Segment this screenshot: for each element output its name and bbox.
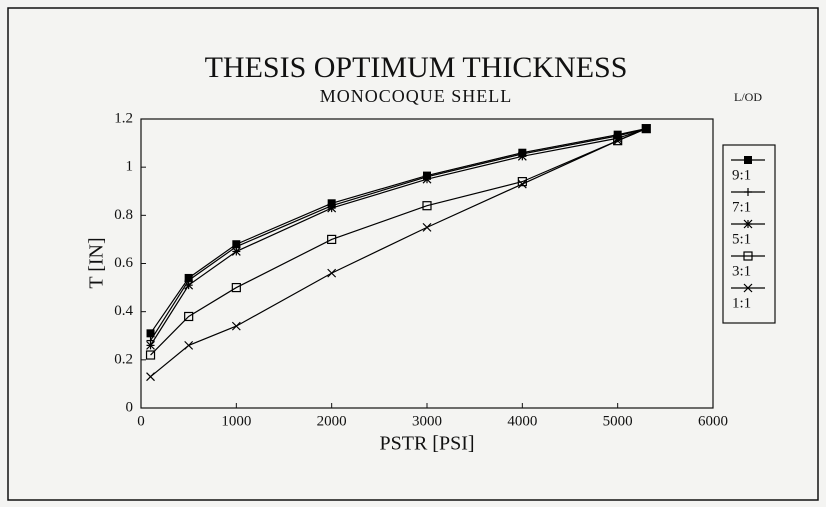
marker-stroke bbox=[743, 283, 753, 293]
x-tick-label: 1000 bbox=[221, 413, 251, 429]
frame bbox=[7, 7, 819, 501]
marker-stroke bbox=[743, 219, 753, 229]
marker bbox=[327, 268, 337, 278]
marker bbox=[231, 282, 241, 293]
marker bbox=[327, 234, 337, 245]
marker-shape bbox=[422, 201, 432, 211]
legend-label: 9:1 bbox=[732, 167, 751, 183]
y-tick-label: 0.8 bbox=[114, 207, 133, 223]
marker bbox=[613, 136, 623, 146]
marker bbox=[517, 151, 527, 161]
marker-shape bbox=[231, 282, 241, 293]
marker bbox=[146, 340, 155, 350]
marker bbox=[231, 321, 241, 331]
marker-stroke bbox=[641, 124, 651, 134]
plot-area bbox=[140, 118, 714, 409]
marker bbox=[744, 188, 752, 196]
y-tick-label: 0 bbox=[126, 399, 134, 415]
marker-shape bbox=[641, 124, 651, 134]
series-line bbox=[150, 128, 647, 341]
x-tick-label: 2000 bbox=[317, 413, 347, 429]
chart-subtitle: MONOCOQUE SHELL bbox=[320, 86, 513, 106]
y-tick-label: 0.4 bbox=[114, 303, 133, 319]
x-tick-label: 5000 bbox=[603, 413, 633, 429]
series-line bbox=[150, 128, 647, 334]
marker-stroke bbox=[613, 136, 623, 146]
marker bbox=[422, 222, 432, 232]
legend-label: 7:1 bbox=[732, 199, 751, 215]
marker bbox=[422, 174, 432, 184]
series-line bbox=[150, 128, 647, 378]
marker-shape bbox=[743, 251, 753, 261]
legend-label: 3:1 bbox=[732, 263, 751, 279]
marker bbox=[184, 311, 194, 322]
marker bbox=[145, 350, 156, 360]
marker-stroke bbox=[146, 372, 155, 382]
legend-title: L/OD bbox=[734, 90, 762, 104]
marker bbox=[146, 372, 155, 382]
marker-stroke bbox=[422, 222, 432, 232]
x-axis-label: PSTR [PSI] bbox=[379, 433, 474, 455]
marker-shape bbox=[184, 311, 194, 322]
x-tick-label: 3000 bbox=[412, 413, 442, 429]
marker bbox=[422, 201, 432, 211]
marker-shape bbox=[327, 234, 337, 245]
series-line bbox=[150, 128, 647, 356]
marker bbox=[146, 329, 155, 338]
marker-stroke bbox=[327, 268, 337, 278]
marker-stroke bbox=[517, 151, 527, 161]
y-axis-label: T [IN] bbox=[86, 237, 108, 288]
marker-shape bbox=[145, 350, 156, 360]
marker bbox=[231, 247, 241, 256]
marker bbox=[184, 340, 194, 350]
marker-stroke bbox=[231, 247, 241, 256]
marker bbox=[641, 124, 651, 134]
marker bbox=[641, 124, 651, 134]
y-tick-label: 0.2 bbox=[114, 351, 133, 367]
x-tick-label: 6000 bbox=[698, 413, 728, 429]
y-tick-label: 0.6 bbox=[114, 255, 133, 271]
marker-stroke bbox=[327, 203, 337, 213]
marker-stroke bbox=[184, 280, 194, 290]
marker-shape bbox=[146, 329, 155, 338]
marker-shape bbox=[744, 156, 752, 164]
x-tick-label: 4000 bbox=[507, 413, 537, 429]
marker-stroke bbox=[613, 133, 623, 143]
legend-box bbox=[722, 144, 776, 324]
marker bbox=[327, 203, 337, 213]
legend-label: 5:1 bbox=[732, 231, 751, 247]
marker bbox=[743, 251, 753, 261]
marker bbox=[517, 179, 527, 189]
marker-shape bbox=[613, 136, 623, 146]
marker bbox=[184, 280, 194, 290]
marker-stroke bbox=[422, 174, 432, 184]
y-tick-label: 1 bbox=[126, 159, 134, 175]
marker bbox=[613, 136, 623, 146]
chart-title: THESIS OPTIMUM THICKNESS bbox=[205, 51, 628, 84]
marker bbox=[743, 283, 753, 293]
x-tick-label: 0 bbox=[137, 413, 145, 429]
marker bbox=[744, 156, 752, 164]
y-tick-label: 1.2 bbox=[114, 110, 133, 126]
marker-stroke bbox=[184, 340, 194, 350]
marker bbox=[743, 219, 753, 229]
marker-stroke bbox=[231, 321, 241, 331]
legend-label: 1:1 bbox=[732, 295, 751, 311]
marker-stroke bbox=[146, 340, 155, 350]
series-line bbox=[150, 128, 647, 346]
marker-stroke bbox=[517, 179, 527, 189]
